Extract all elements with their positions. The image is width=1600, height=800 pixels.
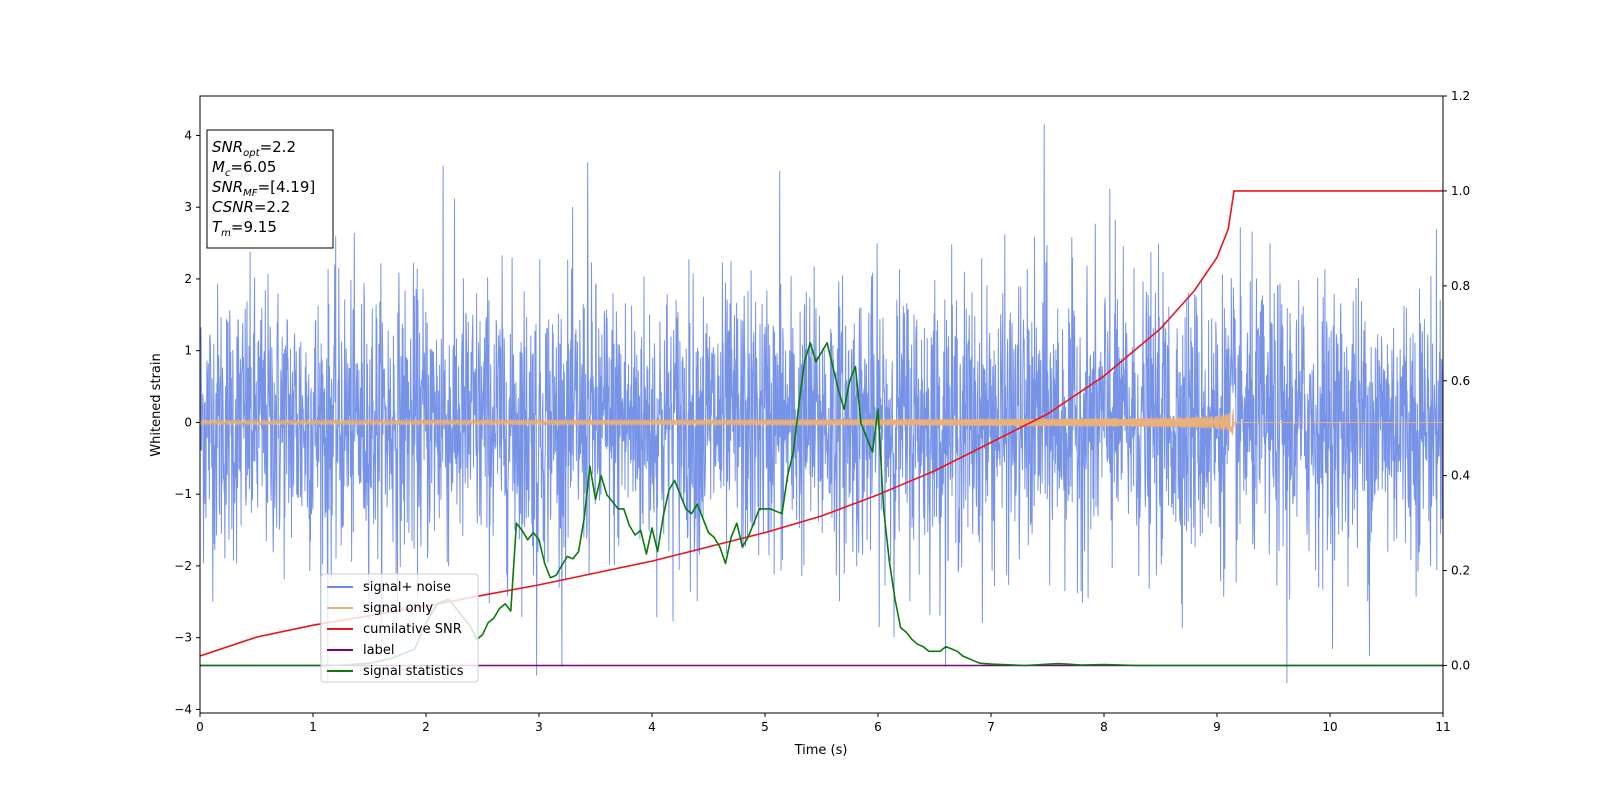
annotation-symbol: M [212, 158, 225, 176]
legend-label: label [363, 643, 394, 658]
y-axis-ticks: −4 −3 −2 −1 0 1 2 3 4 [174, 128, 200, 716]
annotation-frame [206, 129, 334, 249]
annotation-line: Mc=6.05 [212, 158, 276, 179]
y-tick-label: 2 [184, 272, 192, 286]
annotation-symbol: T [212, 218, 223, 236]
annotation-line: Tm=9.15 [212, 218, 277, 239]
y2-tick-label: 0.4 [1451, 469, 1470, 483]
annotation-box: SNRopt=2.2Mc=6.05SNRMF=[4.19]CSNR=2.2Tm=… [206, 129, 334, 249]
y-tick-label: 1 [184, 344, 192, 358]
x-tick-label: 5 [761, 720, 769, 734]
legend-label: signal+ noise [363, 580, 451, 595]
annotation-line: CSNR=2.2 [212, 198, 290, 216]
legend-label: cumilative SNR [363, 622, 462, 637]
annotation-symbol: SNR [212, 178, 243, 196]
y2-tick-label: 1.2 [1451, 89, 1470, 103]
x-tick-label: 9 [1213, 720, 1221, 734]
x-tick-label: 8 [1100, 720, 1108, 734]
legend: signal+ noise signal only cumilative SNR la… [320, 573, 479, 683]
annotation-symbol: CSNR [212, 198, 254, 216]
annotation-value: =9.15 [231, 218, 277, 236]
annotation-value: =[4.19] [258, 178, 316, 196]
y-tick-label: −4 [174, 702, 192, 716]
annotation-subscript: MF [243, 188, 258, 199]
x-axis-ticks: 0 1 2 3 4 5 6 7 8 9 10 11 [196, 713, 1451, 734]
y-axis-label: Whitened strain [149, 353, 164, 456]
y2-tick-label: 0.0 [1451, 659, 1470, 673]
x-tick-label: 6 [874, 720, 882, 734]
y-tick-label: 4 [184, 128, 192, 142]
x-axis-label: Time (s) [794, 743, 848, 758]
y-tick-label: 3 [184, 200, 192, 214]
y-tick-label: 0 [184, 415, 192, 429]
legend-frame [320, 573, 479, 683]
y2-tick-label: 0.2 [1451, 564, 1470, 578]
plot-frame [199, 95, 1444, 714]
y-tick-label: −2 [174, 559, 192, 573]
y2-tick-label: 0.8 [1451, 279, 1470, 293]
annotation-subscript: m [221, 228, 231, 239]
legend-label: signal statistics [363, 664, 464, 679]
y2-tick-label: 0.6 [1451, 374, 1470, 388]
annotation-subscript: c [225, 168, 231, 179]
annotation-value: =2.2 [254, 198, 290, 216]
annotation-subscript: opt [243, 148, 260, 159]
y-tick-label: −1 [174, 487, 192, 501]
y2-tick-label: 1.0 [1451, 184, 1470, 198]
x-tick-label: 1 [309, 720, 317, 734]
x-tick-label: 4 [648, 720, 656, 734]
annotation-symbol: SNR [212, 138, 243, 156]
series-line-4 [200, 342, 1443, 667]
annotation-value: =2.2 [260, 138, 296, 156]
x-tick-label: 7 [987, 720, 995, 734]
x-tick-label: 0 [196, 720, 204, 734]
y-tick-label: −3 [174, 631, 192, 645]
series-line-1 [200, 408, 1443, 436]
legend-label: signal only [363, 601, 433, 616]
annotation-line: SNRMF=[4.19] [212, 178, 315, 199]
y2-axis-ticks: 0.0 0.2 0.4 0.6 0.8 1.0 1.2 [1443, 89, 1470, 673]
annotation-line: SNRopt=2.2 [212, 138, 296, 159]
x-tick-label: 10 [1322, 720, 1337, 734]
series-line-0 [200, 124, 1443, 684]
x-tick-label: 11 [1435, 720, 1450, 734]
x-tick-label: 2 [422, 720, 430, 734]
annotation-value: =6.05 [230, 158, 276, 176]
x-tick-label: 3 [535, 720, 543, 734]
